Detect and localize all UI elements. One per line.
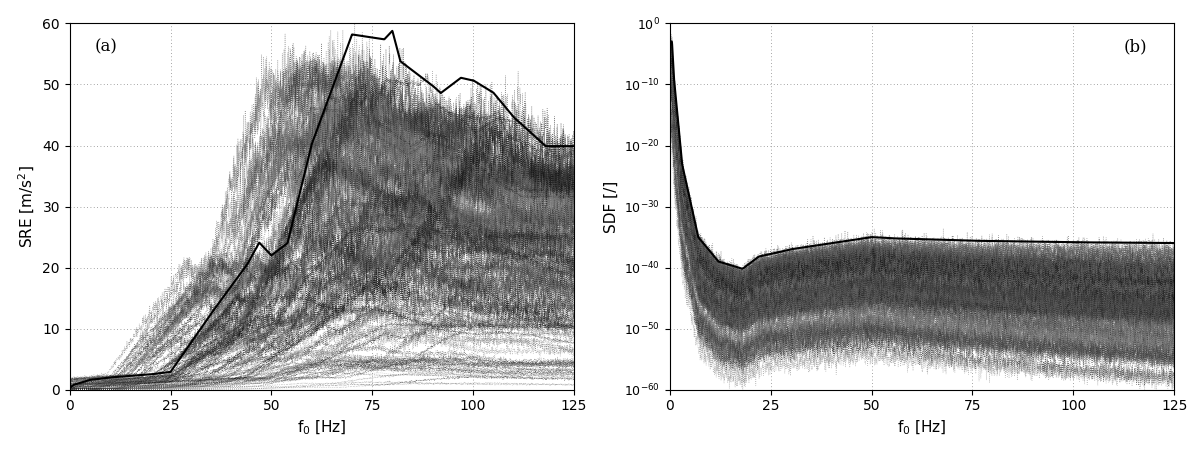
X-axis label: f$_0$ [Hz]: f$_0$ [Hz] [897, 419, 946, 437]
Y-axis label: SRE [m/s$^2$]: SRE [m/s$^2$] [17, 165, 37, 248]
Y-axis label: SDF [/]: SDF [/] [603, 180, 619, 233]
Text: (b): (b) [1123, 38, 1147, 55]
X-axis label: f$_0$ [Hz]: f$_0$ [Hz] [297, 419, 347, 437]
Text: (a): (a) [95, 38, 118, 55]
